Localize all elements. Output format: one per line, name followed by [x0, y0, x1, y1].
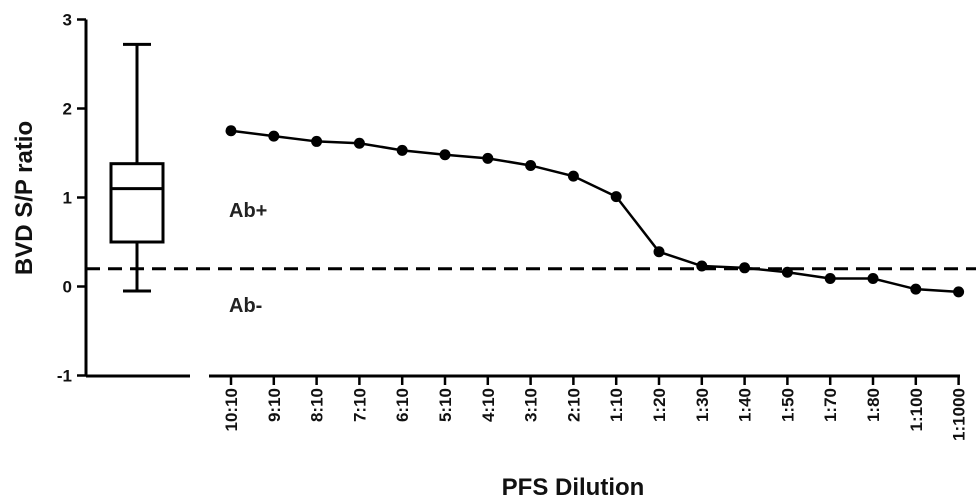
- data-point: [653, 246, 665, 258]
- data-point: [610, 191, 622, 203]
- x-tick-label: 10:10: [222, 388, 241, 431]
- data-point: [739, 262, 751, 274]
- x-tick-label: 7:10: [350, 388, 369, 422]
- x-tick-label: 1:100: [907, 388, 926, 431]
- data-point: [439, 149, 451, 161]
- x-tick-label: 1:70: [821, 388, 840, 422]
- data-point: [396, 144, 408, 156]
- box-iqr: [109, 162, 165, 244]
- x-tick-label: 1:10: [607, 388, 626, 422]
- y-tick-label: 1: [63, 189, 72, 208]
- y-tick-label: 3: [63, 11, 72, 30]
- series-line: [225, 125, 965, 298]
- x-tick-label: 1:40: [736, 388, 755, 422]
- x-tick-label: 1:30: [693, 388, 712, 422]
- data-point: [567, 170, 579, 182]
- series-line-0: [230, 129, 959, 294]
- boxplot: [109, 42, 165, 293]
- x-tick-label: 3:10: [522, 388, 541, 422]
- x-tick-label: 2:10: [564, 388, 583, 422]
- data-point: [867, 272, 879, 284]
- annotation-ab-positive: Ab+: [229, 200, 267, 222]
- y-tick-label: 0: [63, 278, 72, 297]
- data-point: [268, 130, 280, 142]
- data-point: [910, 283, 922, 295]
- x-tick-label: 8:10: [308, 388, 327, 422]
- y-tick-label: -1: [57, 367, 72, 386]
- x-tick-label: 1:80: [864, 388, 883, 422]
- data-point: [824, 272, 836, 284]
- x-tick-label: 5:10: [436, 388, 455, 422]
- y-axis-label: BVD S/P ratio: [11, 121, 38, 275]
- data-point: [781, 266, 793, 278]
- x-tick-label: 9:10: [265, 388, 284, 422]
- data-point: [353, 137, 365, 149]
- x-tick-label: 4:10: [479, 388, 498, 422]
- data-point: [696, 260, 708, 272]
- data-point: [482, 152, 494, 164]
- y-tick-label: 2: [63, 100, 72, 119]
- x-tick-label: 1:50: [778, 388, 797, 422]
- x-axis-label: PFS Dilution: [502, 474, 645, 501]
- x-tick-label: 6:10: [393, 388, 412, 422]
- x-tick-label: 1:20: [650, 388, 669, 422]
- x-tick-label: 1:1000: [950, 388, 969, 441]
- annotation-ab-negative: Ab-: [229, 295, 262, 317]
- data-point: [525, 159, 537, 171]
- axes: 3 2 1 0 -1 10:10 9:10 8:10 7:10 6:10 5:10 4:10 3:10 2…: [57, 11, 976, 441]
- data-point: [953, 286, 965, 298]
- data-point: [311, 135, 323, 147]
- data-point: [225, 125, 237, 137]
